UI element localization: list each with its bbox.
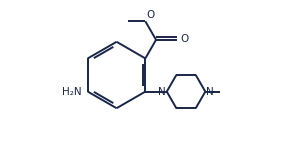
Text: H₂N: H₂N — [62, 87, 81, 97]
Text: O: O — [146, 10, 155, 20]
Text: O: O — [180, 34, 188, 44]
Text: N: N — [158, 87, 166, 97]
Text: N: N — [207, 87, 214, 97]
